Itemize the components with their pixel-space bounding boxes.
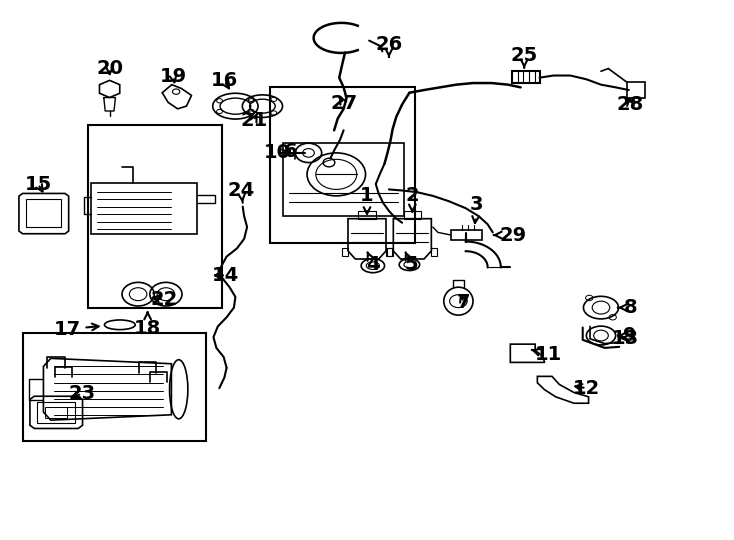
Bar xyxy=(23,333,206,441)
Text: 5: 5 xyxy=(404,252,418,274)
Text: 13: 13 xyxy=(612,329,639,348)
Bar xyxy=(451,230,482,240)
Bar xyxy=(87,125,222,308)
Text: 22: 22 xyxy=(150,290,178,309)
Bar xyxy=(432,248,437,256)
Text: 12: 12 xyxy=(573,379,600,397)
Text: 8: 8 xyxy=(618,298,637,317)
Bar xyxy=(342,248,348,256)
Text: 27: 27 xyxy=(330,94,357,113)
Text: 28: 28 xyxy=(617,95,644,114)
Text: 7: 7 xyxy=(457,293,470,312)
Bar xyxy=(358,211,376,219)
Text: 26: 26 xyxy=(375,35,402,57)
Bar xyxy=(26,199,62,227)
Text: 25: 25 xyxy=(511,45,538,68)
Bar xyxy=(388,248,393,256)
Text: 19: 19 xyxy=(160,67,186,86)
Text: 2: 2 xyxy=(405,186,419,212)
Text: 10: 10 xyxy=(264,144,291,163)
Text: 4: 4 xyxy=(366,252,379,274)
Text: 15: 15 xyxy=(24,174,51,193)
Bar xyxy=(91,183,197,234)
Bar xyxy=(404,211,421,219)
Text: 24: 24 xyxy=(228,181,255,203)
Text: 1: 1 xyxy=(360,186,374,214)
Text: 21: 21 xyxy=(240,111,267,130)
Text: 29: 29 xyxy=(494,226,527,245)
Bar xyxy=(37,402,76,423)
Bar xyxy=(386,248,392,256)
Text: 14: 14 xyxy=(212,266,239,285)
Text: 18: 18 xyxy=(134,312,161,338)
Text: 16: 16 xyxy=(211,71,238,90)
Bar xyxy=(270,87,415,243)
Text: 3: 3 xyxy=(470,195,484,223)
Text: 11: 11 xyxy=(532,346,562,365)
Bar xyxy=(627,82,645,98)
Text: 23: 23 xyxy=(68,384,95,403)
Text: 20: 20 xyxy=(96,59,123,78)
Bar xyxy=(283,144,404,216)
Bar xyxy=(46,407,68,418)
Text: 9: 9 xyxy=(618,326,637,345)
Text: 6: 6 xyxy=(283,143,297,161)
Text: 17: 17 xyxy=(54,320,98,339)
Bar xyxy=(512,71,539,83)
